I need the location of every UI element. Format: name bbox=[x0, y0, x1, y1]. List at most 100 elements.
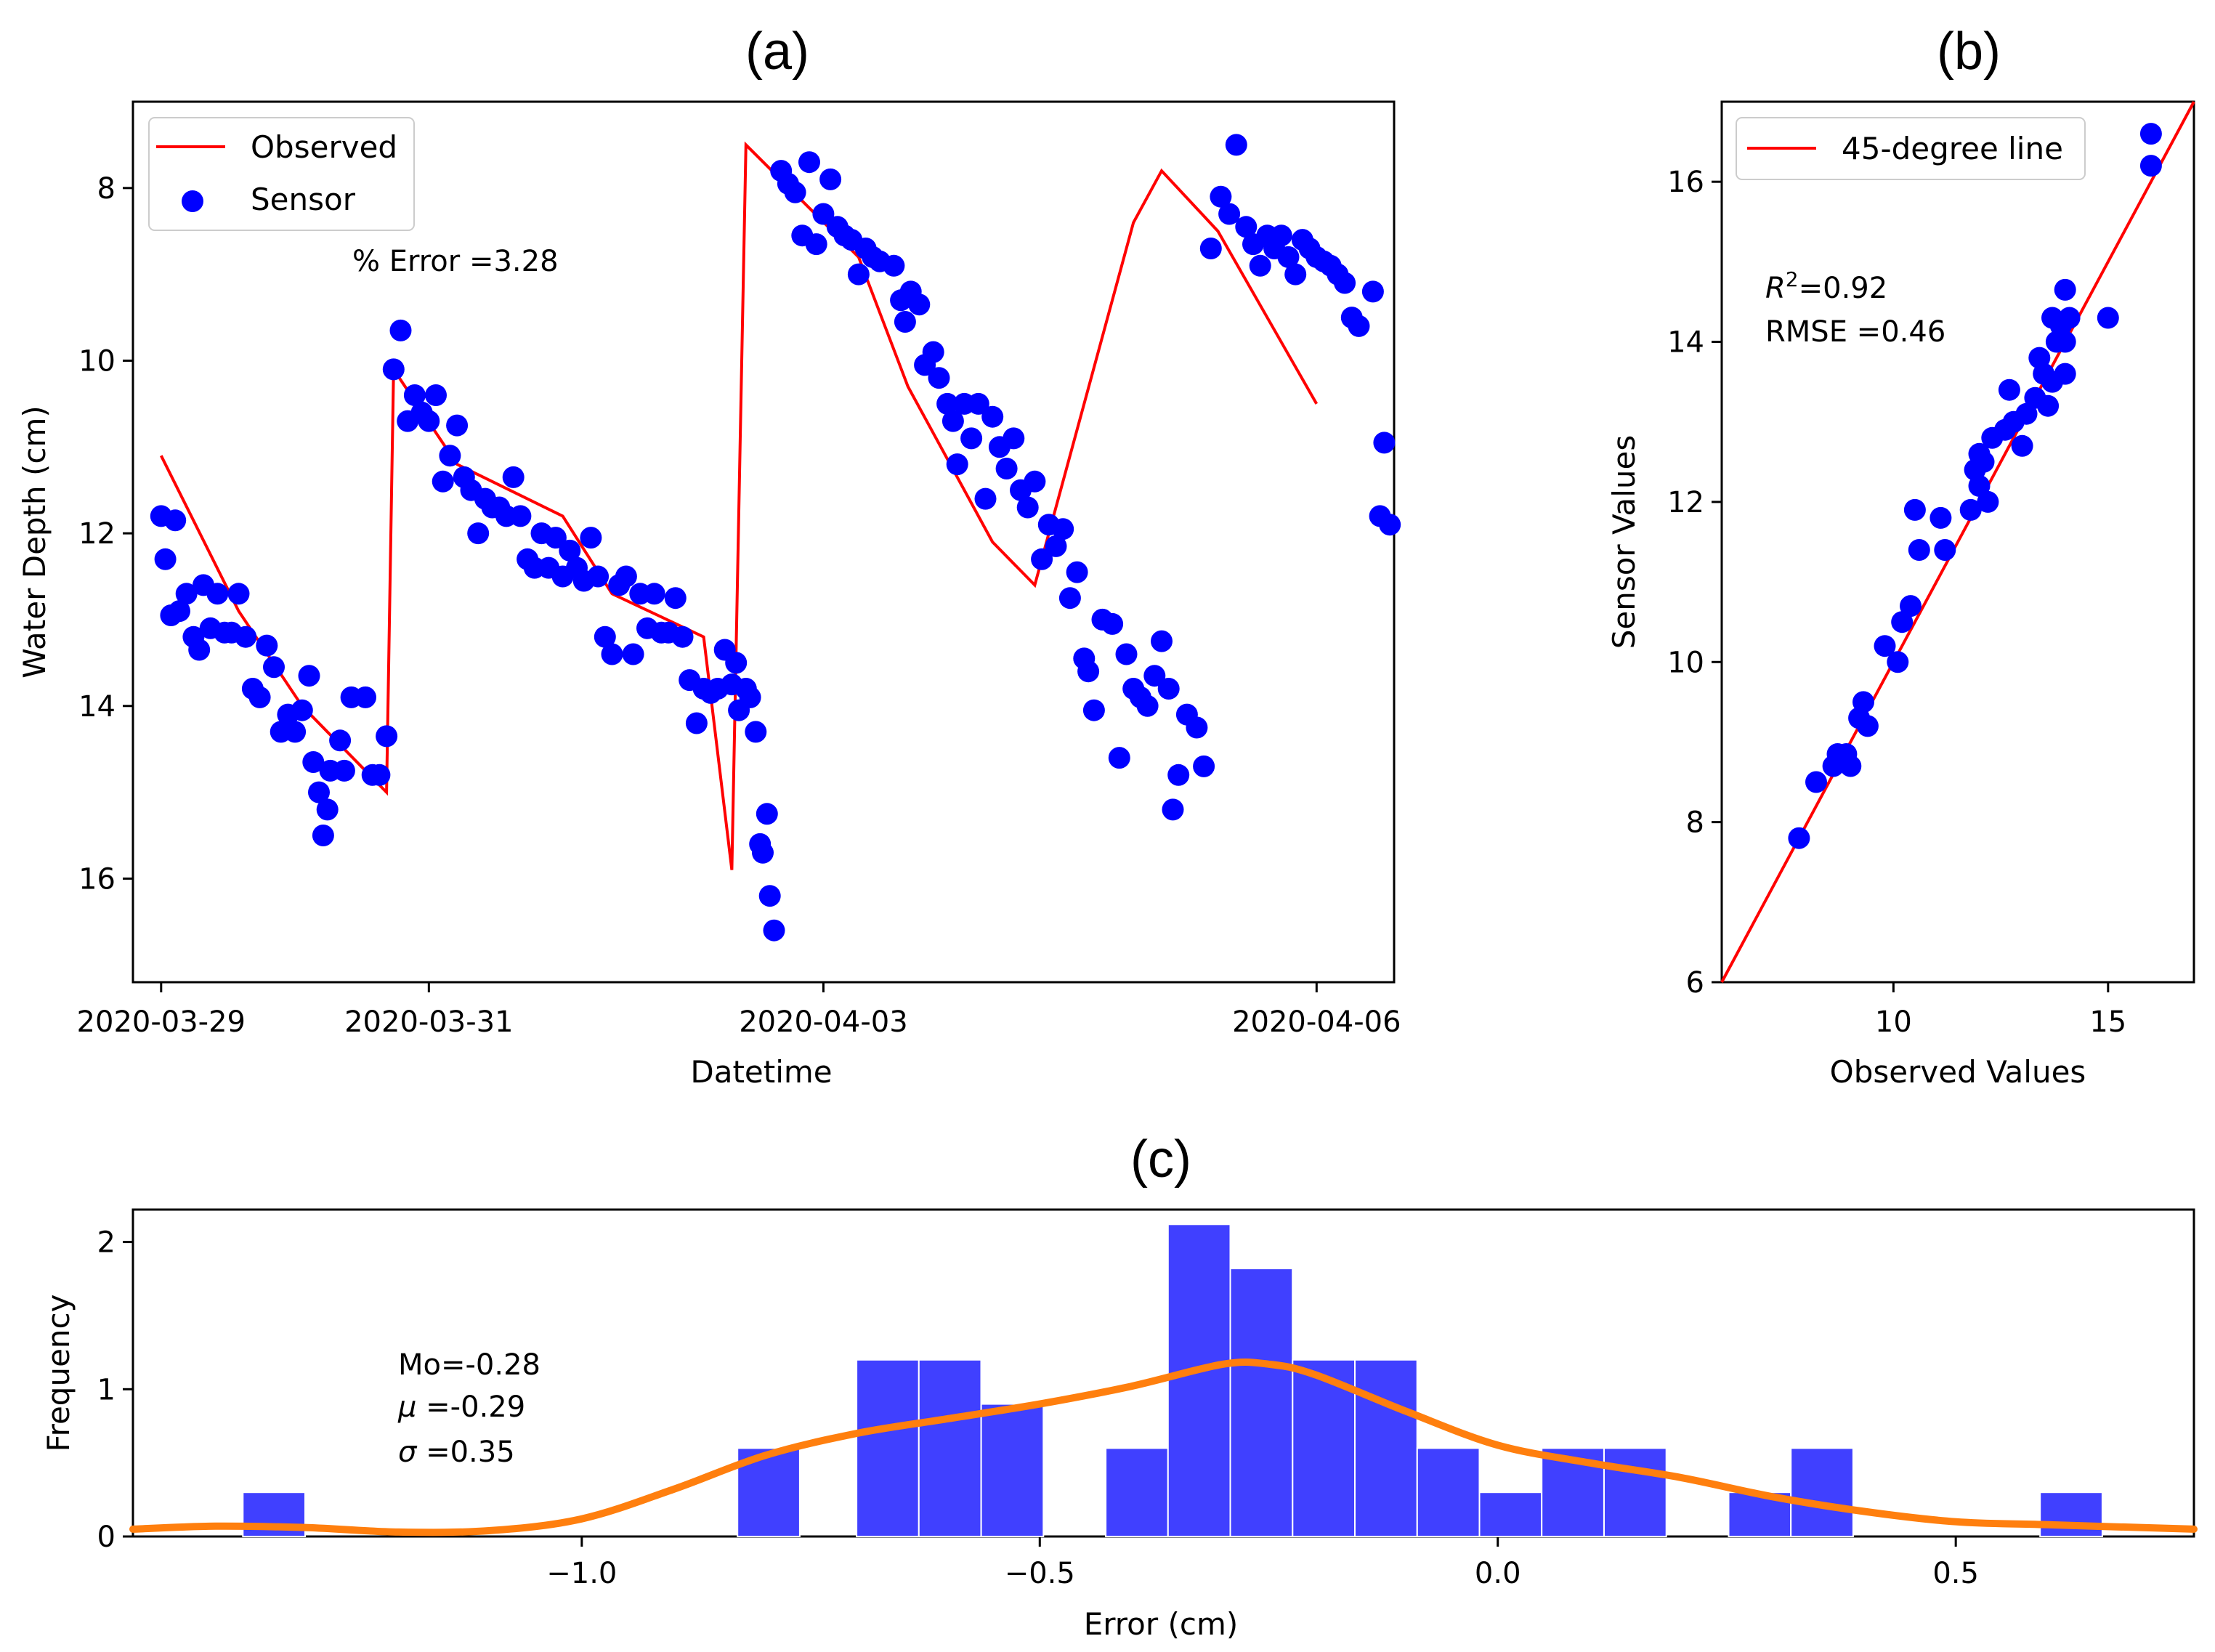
sensor-point bbox=[946, 453, 968, 476]
scatter-point bbox=[1788, 827, 1810, 849]
scatter-point bbox=[1900, 595, 1922, 618]
sensor-point bbox=[615, 565, 637, 588]
sensor-point bbox=[302, 751, 325, 773]
sensor-point bbox=[1045, 535, 1067, 557]
sensor-point bbox=[1052, 518, 1074, 540]
sensor-point bbox=[1157, 678, 1180, 700]
sensor-point bbox=[227, 583, 250, 605]
scatter-point bbox=[1856, 715, 1879, 737]
sensor-point bbox=[995, 458, 1018, 479]
panel-a-error-annotation: % Error =3.28 bbox=[352, 245, 559, 278]
scatter-point bbox=[2011, 434, 2033, 457]
panel-a-x-ticks: 2020-03-29 2020-03-31 2020-04-03 2020-04-06 bbox=[77, 982, 1401, 1039]
panel-b: (b) 6 8 10 12 14 16 10 15 R2=0.92 RMSE =0.46 4… bbox=[1606, 23, 2195, 1090]
panel-a-plot-area bbox=[150, 134, 1401, 942]
a-ytick-label: 10 bbox=[78, 344, 116, 378]
a-xtick-label: 2020-04-06 bbox=[1232, 1005, 1401, 1039]
scatter-point bbox=[2037, 394, 2060, 417]
scatter-point bbox=[1887, 651, 1909, 673]
sensor-point bbox=[382, 358, 405, 381]
histogram-bar bbox=[980, 1403, 1045, 1537]
sensor-point bbox=[467, 522, 490, 545]
observed-line bbox=[160, 141, 1319, 870]
sensor-point bbox=[1186, 716, 1208, 739]
sensor-point bbox=[355, 686, 376, 708]
b-ytick-label: 14 bbox=[1667, 326, 1704, 360]
sensor-point bbox=[164, 509, 187, 532]
scatter-point bbox=[1934, 539, 1956, 561]
sensor-point bbox=[329, 729, 352, 752]
b-ytick-label: 12 bbox=[1667, 486, 1704, 519]
sensor-point bbox=[974, 487, 997, 510]
sensor-point bbox=[1115, 643, 1138, 665]
panel-c-x-ticks: −1.0 −0.5 0.0 0.5 bbox=[546, 1536, 1979, 1590]
histogram-bar bbox=[1105, 1447, 1169, 1538]
b-xtick-label: 15 bbox=[2089, 1005, 2126, 1039]
sensor-point bbox=[544, 527, 567, 549]
c-xtick-label: 0.5 bbox=[1932, 1557, 1979, 1590]
sensor-point bbox=[284, 721, 307, 743]
sensor-point bbox=[922, 341, 944, 363]
scatter-point bbox=[2054, 278, 2076, 301]
sensor-point bbox=[1162, 798, 1184, 821]
sensor-point bbox=[1108, 747, 1130, 769]
sensor-point bbox=[883, 254, 905, 277]
sensor-point bbox=[175, 583, 198, 605]
sensor-point bbox=[908, 293, 931, 316]
sensor-point bbox=[580, 527, 602, 549]
histogram-bar bbox=[918, 1359, 982, 1538]
a-ytick-label: 16 bbox=[78, 862, 116, 896]
panel-b-rmse-annotation: RMSE =0.46 bbox=[1765, 315, 1945, 349]
scatter-point bbox=[2139, 155, 2162, 177]
sensor-point bbox=[601, 643, 623, 665]
sensor-point bbox=[1225, 134, 1247, 156]
sensor-point bbox=[1024, 470, 1046, 493]
c-ytick-label: 0 bbox=[97, 1521, 116, 1554]
a-xtick-label: 2020-04-03 bbox=[739, 1005, 907, 1039]
b-xtick-label: 10 bbox=[1875, 1005, 1912, 1039]
a-xtick-label: 2020-03-31 bbox=[344, 1005, 513, 1039]
sensor-point bbox=[1143, 665, 1166, 687]
scatter-point bbox=[1959, 498, 1982, 521]
panel-c-mode-annotation: Mo=-0.28 bbox=[398, 1348, 540, 1382]
sensor-point bbox=[928, 367, 950, 389]
sensor-point bbox=[1361, 280, 1384, 303]
sensor-point bbox=[960, 427, 983, 450]
sensor-point bbox=[418, 410, 440, 432]
scatter-point bbox=[1929, 506, 1952, 529]
panel-b-legend-box bbox=[1736, 117, 2086, 180]
sensor-point bbox=[1235, 216, 1258, 238]
sensor-point bbox=[1082, 699, 1105, 721]
sensor-point bbox=[206, 583, 229, 605]
a-ytick-label: 14 bbox=[78, 690, 116, 724]
panel-a-y-axis-label: Water Depth (cm) bbox=[17, 405, 52, 679]
c-xtick-label: 0.0 bbox=[1475, 1557, 1521, 1590]
sensor-point bbox=[446, 414, 469, 437]
panel-c-mean-annotation: μ =-0.29 bbox=[397, 1390, 525, 1424]
sensor-point bbox=[1218, 203, 1241, 225]
c-xtick-label: −0.5 bbox=[1005, 1557, 1075, 1590]
panel-b-axes-frame bbox=[1720, 100, 2195, 984]
sensor-point bbox=[812, 203, 835, 225]
histogram-bar bbox=[1478, 1491, 1543, 1537]
sensor-point bbox=[847, 263, 870, 286]
sensor-point bbox=[248, 686, 271, 708]
sensor-point bbox=[1284, 263, 1307, 286]
sensor-point bbox=[1249, 254, 1271, 277]
scatter-point bbox=[1839, 755, 1862, 777]
legend-sensor-marker bbox=[182, 190, 203, 212]
sensor-point bbox=[758, 885, 781, 907]
sensor-point bbox=[368, 764, 391, 786]
scatter-point bbox=[2058, 307, 2081, 329]
panel-c-x-axis-label: Error (cm) bbox=[1084, 1606, 1239, 1642]
scatter-point bbox=[1908, 539, 1930, 561]
sensor-point bbox=[509, 505, 532, 527]
sensor-point bbox=[1151, 630, 1173, 652]
sensor-point bbox=[1210, 185, 1232, 208]
legend-observed-label: Observed bbox=[251, 129, 397, 165]
histogram-bar bbox=[856, 1359, 920, 1538]
panel-b-legend: 45-degree line bbox=[1736, 117, 2086, 180]
sensor-point bbox=[188, 639, 211, 661]
histogram-bar bbox=[1167, 1223, 1231, 1538]
